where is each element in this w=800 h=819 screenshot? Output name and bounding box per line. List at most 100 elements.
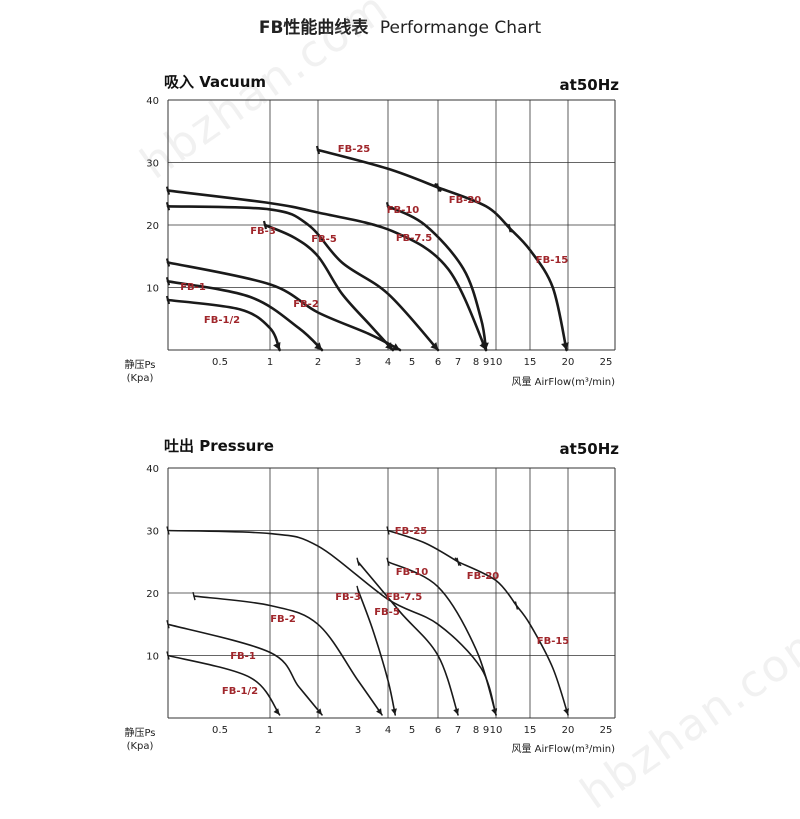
panel-2-series-end-fb-20: [512, 601, 520, 610]
panel-2-series-label-fb-20: FB-20: [467, 571, 500, 582]
panel-1-series-end-fb-20: [505, 223, 514, 233]
panel-1-x-tick-label: 20: [562, 357, 575, 368]
panel-1-y-tick-label: 40: [146, 96, 159, 107]
panel-2-series-fb-7_5: [167, 529, 497, 716]
panel-1-series-label-fb-10: FB-10: [387, 205, 420, 216]
panel-1-series-arrow-fb-10: [480, 342, 489, 350]
panel-1-series-arrow-fb-5: [430, 342, 438, 350]
panel-2-series-start-fb-2: [192, 591, 196, 601]
panel-1-series-label-fb-1-2: FB-1/2: [204, 315, 240, 326]
panel-2-series-fb-25: [387, 529, 459, 563]
panel-2-title: 吐出 Pressure: [164, 437, 274, 455]
panel-2-x-tick-label: 10: [490, 725, 503, 736]
panel-2-series-arrow-fb-3: [391, 708, 397, 715]
panel-1-y-axis-label: 静压Ps: [124, 358, 155, 371]
panel-2-series-end-fb-25: [454, 557, 462, 567]
panel-1-series-fb-1-2: [166, 298, 281, 352]
panel-1-series-fb-15: [508, 226, 568, 352]
panel-1-series-label-fb-25: FB-25: [338, 144, 371, 155]
panel-1-series-start-fb-3: [262, 220, 268, 230]
panel-1-series-start-fb-5: [165, 201, 171, 211]
panel-2-series-fb-10: [387, 561, 497, 716]
panel-1-y-tick-label: 20: [146, 221, 159, 232]
panel-2-series-start-fb-7_5: [166, 526, 170, 535]
panel-2-x-tick-label: 8: [473, 725, 479, 736]
panel-1-x-axis-label: 风量 AirFlow(m³/min): [511, 376, 615, 388]
panel-1-y-tick-label: 30: [146, 159, 159, 170]
panel-2-x-tick-label: 7: [455, 725, 461, 736]
panel-1-series-fb-10: [386, 205, 488, 352]
panel-2-series-start-fb-1-2: [166, 651, 170, 660]
panel-1-series-fb-1: [166, 280, 324, 352]
panel-2-series-label-fb-15: FB-15: [537, 636, 570, 647]
panel-1-series-arrow-fb-3: [385, 342, 393, 350]
panel-2-y-tick-label: 40: [146, 464, 159, 475]
panel-2-x-tick-label: 9: [483, 725, 489, 736]
panel-1-title: 吸入 Vacuum: [164, 73, 266, 91]
panel-2-series-fb-15: [515, 604, 569, 716]
panel-1-series-fb-25: [316, 148, 440, 189]
panel-2-series-arrow-fb-10: [491, 708, 498, 715]
panel-2-x-tick-label: 2: [315, 725, 321, 736]
panel-1-series-arrow-fb-2: [391, 343, 400, 351]
panel-2-series-arrow-fb-2: [376, 708, 382, 715]
panel-1-series-start-fb-7_5: [165, 186, 171, 195]
panel-1-x-tick-label: 6: [435, 357, 441, 368]
page-title-cn: FB性能曲线表: [258, 18, 369, 38]
panel-2-series-arrow-fb-1: [315, 708, 322, 715]
panel-2-series-label-fb-2: FB-2: [270, 614, 296, 625]
panel-1-x-tick-label: 8: [473, 357, 479, 368]
panel-2-series-label-fb-3: FB-3: [335, 592, 361, 603]
panel-1-x-tick-label: 5: [409, 357, 415, 368]
panel-1-series-start-fb-2: [165, 258, 171, 267]
panel-1-series-start-fb-25: [315, 145, 321, 155]
panel-2-series-fb-5: [357, 561, 459, 716]
panel-2-x-tick-label: 3: [355, 725, 361, 736]
panel-1-series-fb-3: [263, 223, 395, 352]
panel-1-series-start-fb-10: [385, 201, 391, 211]
panel-1-y-tick-label: 10: [146, 284, 159, 295]
panel-1-x-tick-label: 7: [455, 357, 461, 368]
panel-2-series-arrow-fb-15: [563, 708, 570, 715]
panel-1-series-arrow-fb-15: [561, 342, 569, 350]
panel-1-series-fb-2: [166, 261, 402, 352]
panel-1-freq-label: at50Hz: [560, 76, 620, 94]
panel-2-y-tick-label: 10: [146, 652, 159, 663]
panel-2-x-axis-label: 风量 AirFlow(m³/min): [511, 743, 615, 755]
panel-2-x-tick-label: 5: [409, 725, 415, 736]
panel-2-x-tick-label: 1: [267, 725, 273, 736]
panel-1-series-label-fb-2: FB-2: [293, 299, 319, 310]
panel-1-series-label-fb-1: FB-1: [180, 282, 206, 293]
panel-2-series-label-fb-5: FB-5: [374, 607, 400, 618]
panel-2-y-axis-label: 静压Ps: [124, 726, 155, 739]
panel-1-x-tick-label: 15: [524, 357, 537, 368]
panel-1-y-axis-label: (Kpa): [127, 373, 154, 384]
panel-1-x-tick-label: 3: [355, 357, 361, 368]
panel-2-series-arrow-fb-1-2: [273, 708, 280, 715]
panel-2-freq-label: at50Hz: [560, 440, 620, 458]
panel-1-x-tick-label: 10: [490, 357, 503, 368]
panel-2-series-label-fb-10: FB-10: [396, 567, 429, 578]
panel-2-y-axis-label: (Kpa): [127, 741, 154, 752]
panel-2-x-tick-label: 15: [524, 725, 537, 736]
panel-2-x-tick-label: 6: [435, 725, 441, 736]
panel-2-series-start-fb-10: [386, 557, 390, 566]
panel-1-series-label-fb-20: FB-20: [449, 195, 482, 206]
panel-1-series-fb-7_5: [166, 189, 488, 352]
panel-2-y-tick-label: 20: [146, 589, 159, 600]
panel-2-series-fb-3: [357, 589, 396, 716]
panel-1-x-tick-label: 0.5: [212, 357, 228, 368]
panel-2-x-tick-label: 20: [562, 725, 575, 736]
page-title: FB性能曲线表 Performange Chart: [0, 13, 800, 38]
panel-2-series-start-fb-25: [386, 526, 390, 535]
page-title-en: Performange Chart: [379, 18, 542, 38]
panel-1-series-label-fb-15: FB-15: [536, 255, 569, 266]
panel-1-x-tick-label: 4: [385, 357, 391, 368]
panel-1-x-tick-label: 1: [267, 357, 273, 368]
panel-2-x-tick-label: 0.5: [212, 725, 228, 736]
panel-1-series-fb-20: [436, 186, 511, 230]
panel-1-series-label-fb-7_5: FB-7.5: [396, 233, 432, 244]
panel-2-series-label-fb-7_5: FB-7.5: [386, 592, 422, 603]
panel-2-series-start-fb-3: [356, 585, 360, 595]
